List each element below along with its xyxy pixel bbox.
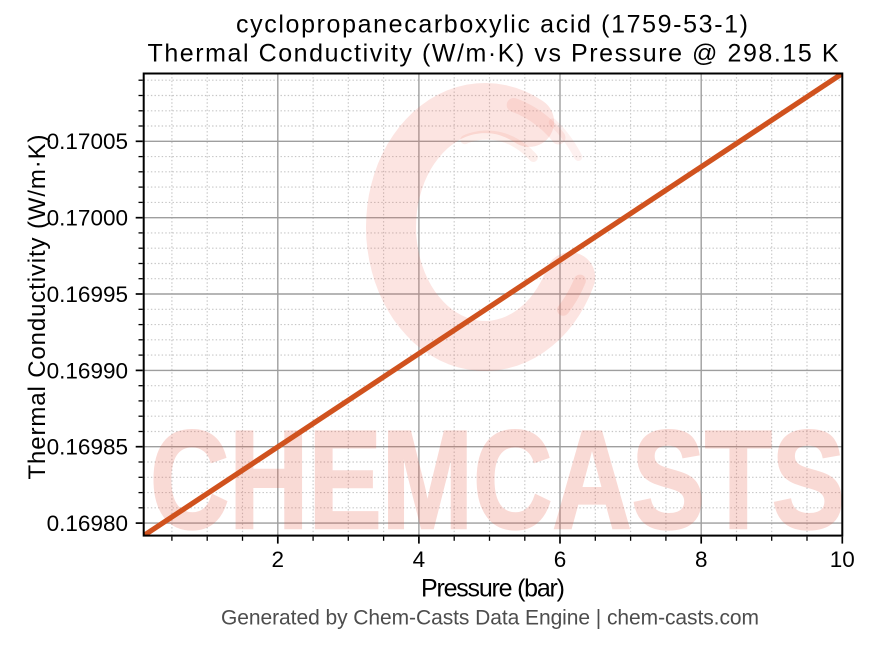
svg-text:6: 6 (554, 547, 567, 572)
svg-text:0.16995: 0.16995 (47, 282, 128, 307)
svg-text:0.17000: 0.17000 (47, 206, 128, 231)
svg-text:8: 8 (695, 547, 708, 572)
svg-text:2: 2 (272, 547, 285, 572)
svg-text:CHEMCASTS: CHEMCASTS (150, 401, 845, 558)
svg-text:0.17005: 0.17005 (47, 129, 128, 154)
svg-text:0.16990: 0.16990 (47, 358, 128, 383)
svg-text:Generated by Chem-Casts Data E: Generated by Chem-Casts Data Engine | ch… (221, 607, 759, 630)
svg-text:cyclopropanecarboxylic acid (1: cyclopropanecarboxylic acid (1759-53-1) (236, 10, 748, 38)
svg-text:0.16980: 0.16980 (47, 511, 128, 536)
svg-text:10: 10 (830, 547, 855, 572)
svg-text:0.16985: 0.16985 (47, 435, 128, 460)
svg-text:4: 4 (413, 547, 426, 572)
svg-text:Thermal Conductivity (W/m·K) v: Thermal Conductivity (W/m·K) vs Pressure… (148, 40, 839, 68)
svg-text:Thermal Conductivity (W/m·K): Thermal Conductivity (W/m·K) (24, 135, 51, 480)
svg-text:Pressure (bar): Pressure (bar) (421, 574, 565, 602)
